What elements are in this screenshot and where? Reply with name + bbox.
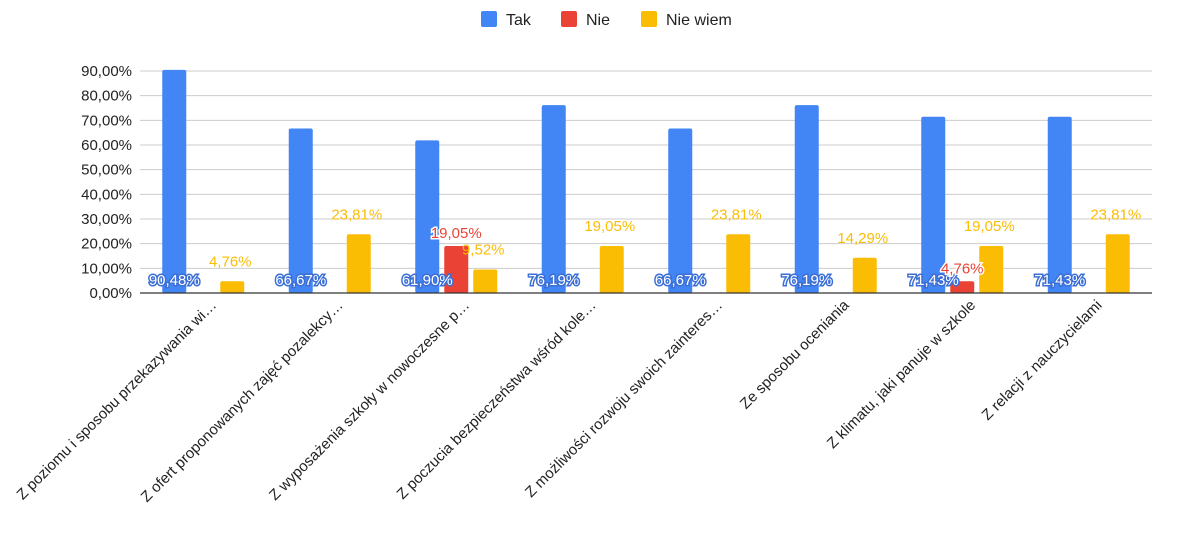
x-tick-label: Z klimatu, jaki panuje w szkole: [824, 297, 979, 452]
data-labels: 90,48%4,76%66,67%23,81%61,90%19,05%9,52%…: [147, 206, 1141, 290]
data-label-nie-wiem: 23,81%: [1090, 206, 1141, 223]
legend-label-tak: Tak: [506, 12, 532, 29]
bar-nie-wiem: [220, 281, 245, 293]
data-label-tak: 61,90%: [402, 272, 453, 289]
x-tick-label: Z poczucia bezpieczeństwa wśród kole…: [394, 297, 600, 503]
bar-tak: [1047, 116, 1072, 293]
data-label-tak: 90,48%: [149, 272, 200, 289]
chart-legend: Tak Nie Nie wiem: [481, 11, 732, 29]
bar-tak: [921, 116, 946, 293]
x-tick-label: Z ofert proponowanych zajęć pozalekcy…: [138, 297, 347, 506]
y-tick-label: 30,00%: [81, 211, 132, 228]
bar-tak: [794, 105, 819, 293]
data-label-nie-wiem: 4,76%: [209, 253, 252, 270]
legend-label-nie-wiem: Nie wiem: [666, 12, 732, 29]
bar-nie-wiem: [979, 246, 1004, 293]
y-tick-label: 80,00%: [81, 88, 132, 105]
y-tick-label: 90,00%: [81, 63, 132, 80]
bar-tak: [541, 105, 566, 293]
y-tick-label: 10,00%: [81, 260, 132, 277]
x-axis: Z poziomu i sposobu przekazywania wi…Z o…: [14, 296, 1106, 505]
data-label-nie-wiem: 9,52%: [462, 242, 505, 259]
y-tick-label: 50,00%: [81, 162, 132, 179]
data-label-nie-wiem: 19,05%: [584, 218, 635, 235]
y-tick-label: 40,00%: [81, 186, 132, 203]
data-label-tak: 76,19%: [528, 272, 579, 289]
data-label-nie-wiem: 23,81%: [711, 206, 762, 223]
bar-nie: [950, 281, 975, 293]
bar-nie-wiem: [852, 257, 877, 293]
data-label-nie: 19,05%: [431, 225, 482, 242]
bar-nie-wiem: [473, 269, 498, 293]
data-label-nie: 4,76%: [941, 260, 984, 277]
bar-nie-wiem: [726, 234, 751, 293]
bar-tak: [288, 128, 313, 293]
data-label-tak: 66,67%: [655, 272, 706, 289]
legend-swatch-nie: [561, 11, 577, 27]
bar-nie-wiem: [599, 246, 624, 293]
data-label-tak: 76,19%: [781, 272, 832, 289]
data-label-tak: 66,67%: [275, 272, 326, 289]
bar-nie-wiem: [346, 234, 371, 293]
bar-tak: [162, 69, 187, 293]
legend-label-nie: Nie: [586, 12, 610, 29]
x-tick-label: Z wyposażenia szkoły w nowoczesne p…: [266, 297, 473, 504]
data-label-nie-wiem: 23,81%: [331, 206, 382, 223]
chart-bars: [162, 69, 1130, 293]
y-tick-label: 70,00%: [81, 112, 132, 129]
y-tick-label: 20,00%: [81, 236, 132, 253]
data-label-tak: 71,43%: [908, 272, 959, 289]
y-tick-label: 0,00%: [89, 285, 132, 302]
x-tick-label: Z poziomu i sposobu przekazywania wi…: [14, 297, 221, 504]
legend-swatch-tak: [481, 11, 497, 27]
x-tick-label: Z możliwości rozwoju swoich zainteres…: [522, 297, 726, 501]
y-tick-label: 60,00%: [81, 137, 132, 154]
bar-nie: [444, 246, 469, 293]
data-label-nie-wiem: 14,29%: [837, 230, 888, 247]
y-axis: 0,00% 10,00% 20,00% 30,00% 40,00% 50,00% 60,00…: [81, 63, 132, 302]
data-label-tak: 71,43%: [1034, 272, 1085, 289]
data-label-nie-wiem: 19,05%: [964, 218, 1015, 235]
bar-tak: [668, 128, 693, 293]
bar-tak: [415, 140, 440, 293]
bar-nie-wiem: [1105, 234, 1130, 293]
legend-swatch-nie-wiem: [641, 11, 657, 27]
x-tick-label: Z relacji z nauczycielami: [979, 297, 1106, 424]
x-tick-label: Ze sposobu oceniania: [737, 296, 853, 412]
